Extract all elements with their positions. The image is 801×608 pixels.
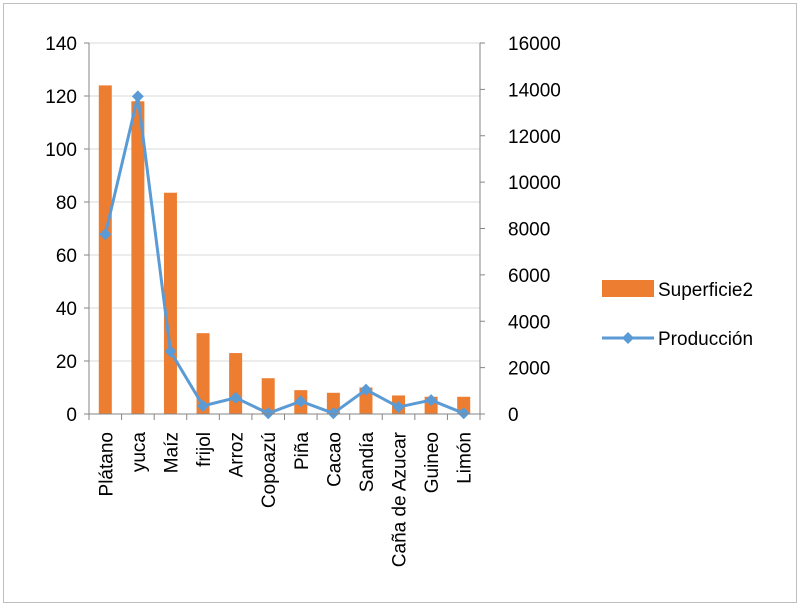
category-label: Arroz xyxy=(227,432,248,477)
bar xyxy=(261,378,275,414)
bar xyxy=(196,333,210,414)
category-label: Copoazú xyxy=(259,432,280,508)
right-tick-label: 16000 xyxy=(508,34,561,55)
category-label: Piña xyxy=(292,432,313,470)
line-point-marker xyxy=(425,394,438,407)
legend-label-superficie2: Superficie2 xyxy=(658,280,753,301)
bar xyxy=(457,396,471,414)
right-tick-label: 0 xyxy=(508,405,519,426)
left-tick-label: 60 xyxy=(56,246,77,267)
category-label: Plátano xyxy=(96,432,117,496)
right-axis-ticks: 0 2000 4000 6000 8000 10000 12000 14000 16000 xyxy=(508,34,561,426)
line-path xyxy=(103,94,465,415)
combo-chart: 0 20 40 60 80 100 120 140 0 2000 4000 6000 8000 1000… xyxy=(45,34,753,567)
line-point-marker xyxy=(359,383,372,396)
right-tick-label: 12000 xyxy=(508,127,561,148)
bar xyxy=(131,101,145,415)
chart-area: 0 20 40 60 80 100 120 140 0 2000 4000 6000 8000 1000… xyxy=(3,3,797,603)
legend-label-produccion: Producción xyxy=(658,329,753,350)
right-tick-label: 6000 xyxy=(508,266,550,287)
category-label: Guineo xyxy=(422,432,443,493)
right-tick-label: 10000 xyxy=(508,173,561,194)
bar xyxy=(326,392,340,414)
legend-marker-produccion xyxy=(622,332,634,344)
bar xyxy=(229,353,243,414)
right-tick-label: 14000 xyxy=(508,80,561,101)
x-axis-labels: Plátano yuca Maíz frijol Arroz Copoazú Piña Cac… xyxy=(96,431,475,567)
category-label: Limón xyxy=(455,432,476,484)
gridlines xyxy=(89,42,480,415)
line-point-marker xyxy=(327,407,340,420)
left-tick-label: 20 xyxy=(56,352,77,373)
left-tick-label: 0 xyxy=(66,405,77,426)
category-label: yuca xyxy=(129,432,150,473)
legend-swatch-superficie2 xyxy=(602,280,654,297)
line-point-marker xyxy=(99,228,112,241)
left-tick-label: 80 xyxy=(56,193,77,214)
right-tick-label: 4000 xyxy=(508,312,550,333)
left-axis-ticks: 0 20 40 60 80 100 120 140 xyxy=(45,34,77,426)
category-label: Caña de Azucar xyxy=(390,431,411,567)
line-point-marker xyxy=(131,90,144,103)
category-label: Sandía xyxy=(357,432,378,493)
line-point-marker xyxy=(197,399,210,412)
left-tick-label: 40 xyxy=(56,299,77,320)
axes xyxy=(84,42,485,420)
legend: Superficie2 Producción xyxy=(602,280,753,350)
line-point-marker xyxy=(392,401,405,414)
bar xyxy=(98,85,112,415)
bar-series xyxy=(98,85,471,415)
category-label: Maíz xyxy=(161,432,182,473)
left-tick-label: 120 xyxy=(45,87,77,108)
bar xyxy=(163,192,177,414)
line-point-marker xyxy=(294,395,307,408)
line-series xyxy=(99,90,470,420)
line-point-marker xyxy=(164,345,177,358)
left-tick-label: 140 xyxy=(45,34,77,55)
left-tick-label: 100 xyxy=(45,140,77,161)
right-tick-label: 8000 xyxy=(508,220,550,241)
line-point-marker xyxy=(262,407,275,420)
line-point-marker xyxy=(229,391,242,404)
bar xyxy=(359,387,373,414)
line-point-marker xyxy=(457,407,470,420)
right-tick-label: 2000 xyxy=(508,359,550,380)
category-label: Cacao xyxy=(324,432,345,487)
category-label: frijol xyxy=(194,432,215,467)
